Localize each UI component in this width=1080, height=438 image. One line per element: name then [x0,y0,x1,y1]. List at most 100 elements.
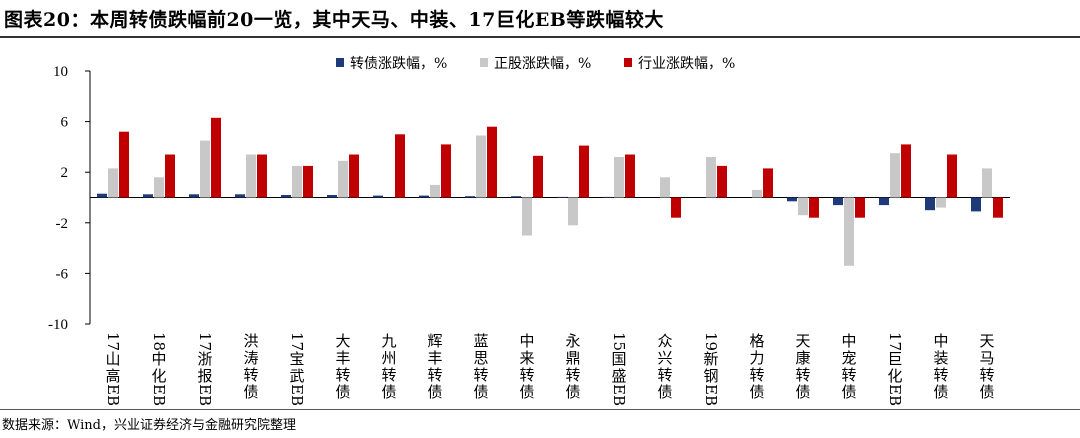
x-tick-label: 天康转债 [795,332,810,401]
footer-divider [0,409,1080,410]
bar-stock-4 [292,165,302,198]
bar-industry-14 [763,168,773,198]
title-divider [0,36,1080,38]
x-tick-label-part: 17 [196,332,214,351]
x-tick-label-part: EB [702,384,720,406]
bar-bond-19 [971,197,981,212]
bar-industry-7 [441,144,451,198]
x-tick-label-part: 18 [150,332,168,351]
legend-label-industry: 行业涨跌幅，% [638,56,735,72]
bar-stock-9 [522,197,532,236]
bar-industry-9 [533,155,543,198]
chart-title: 图表20：本周转债跌幅前20一览，其中天马、中装、17巨化EB等跌幅较大 [4,9,664,31]
bar-stock-11 [614,157,624,198]
x-tick-label: 山高 [105,350,120,385]
x-tick-label: 国盛 [611,350,626,385]
bar-industry-12 [671,197,681,218]
x-tick-label: 中化 [151,350,166,385]
source-note: 数据来源：Wind，兴业证券经济与金融研究院整理 [2,418,296,433]
x-tick-label: 宝武 [289,350,304,385]
x-tick-label-part: 19 [702,332,720,351]
bar-bond-4 [281,195,291,198]
bar-bond-16 [833,197,843,206]
x-tick-label: 众兴转债 [657,332,672,401]
bar-industry-19 [993,197,1003,218]
bar-bond-0 [97,193,107,198]
x-tick-label: 蓝思转债 [473,332,488,401]
legend-swatch-bond [336,58,344,67]
bar-industry-8 [487,126,497,198]
x-tick-label: 中宠转债 [841,332,856,401]
bar-stock-17 [890,153,900,198]
bar-industry-6 [395,134,405,198]
x-tick-label: 大丰转债 [335,332,350,401]
bar-bond-7 [419,195,429,198]
bar-stock-15 [798,197,808,216]
x-tick-label-part: 15 [610,332,628,351]
bar-industry-1 [165,154,175,198]
bar-industry-16 [855,197,865,218]
bar-stock-1 [154,177,164,198]
x-tick-label: 九州转债 [381,332,396,401]
x-tick-label-part: EB [288,384,306,406]
x-tick-label: 中来转债 [519,332,534,401]
x-tick-label: 中装转债 [933,332,948,401]
bar-bond-15 [787,197,797,202]
bar-bond-6 [373,195,383,198]
bar-bond-17 [879,197,889,206]
bar-industry-15 [809,197,819,218]
y-tick-label: 10 [53,64,68,80]
x-tick-label-part: EB [104,384,122,406]
bar-stock-18 [936,197,946,208]
bar-stock-13 [706,157,716,198]
bar-bond-11 [603,196,613,198]
x-tick-label: 浙报 [197,350,212,385]
bar-industry-5 [349,154,359,198]
y-tick-label: 2 [61,165,69,181]
bar-industry-10 [579,145,589,198]
legend-swatch-industry [624,58,632,67]
bar-industry-13 [717,165,727,198]
x-tick-label-part: 17 [886,332,904,351]
x-tick-label: 辉丰转债 [427,332,442,401]
bar-bond-8 [465,196,475,198]
x-tick-label: 永鼎转债 [565,332,580,401]
x-tick-label-part: EB [196,384,214,406]
bar-stock-14 [752,189,762,198]
y-tick-label: 6 [61,115,69,131]
bar-bond-1 [143,194,153,198]
x-tick-label-part: EB [886,384,904,406]
x-tick-label: 洪涛转债 [243,332,258,401]
legend-swatch-stock [480,58,488,67]
bar-industry-18 [947,154,957,198]
bar-industry-17 [901,144,911,198]
bar-stock-10 [568,197,578,226]
bar-stock-0 [108,168,118,198]
bar-industry-4 [303,165,313,198]
x-tick-label-part: EB [610,384,628,406]
x-tick-label-part: 17 [104,332,122,351]
bar-stock-5 [338,160,348,198]
legend-label-stock: 正股涨跌幅，% [494,56,591,72]
bar-bond-18 [925,197,935,211]
bar-industry-3 [257,154,267,198]
bar-bond-5 [327,195,337,198]
x-tick-label: 巨化 [887,350,902,385]
bar-stock-19 [982,168,992,198]
bar-stock-16 [844,197,854,266]
bar-stock-12 [660,177,670,198]
bar-stock-8 [476,135,486,198]
y-tick-label: -10 [48,317,68,333]
bar-bond-2 [189,194,199,198]
bar-bond-10 [557,196,567,198]
bar-industry-0 [119,131,129,198]
category-labels: 山高17EB中化18EB浙报17EB洪涛转债宝武17EB大丰转债九州转债辉丰转债… [104,332,995,406]
x-tick-label: 格力转债 [749,332,764,401]
x-tick-label-part: 17 [288,332,306,351]
bar-stock-2 [200,140,210,198]
bar-industry-2 [211,117,221,198]
bar-stock-7 [430,184,440,198]
chart-bars [97,117,1003,266]
bar-stock-3 [246,154,256,198]
